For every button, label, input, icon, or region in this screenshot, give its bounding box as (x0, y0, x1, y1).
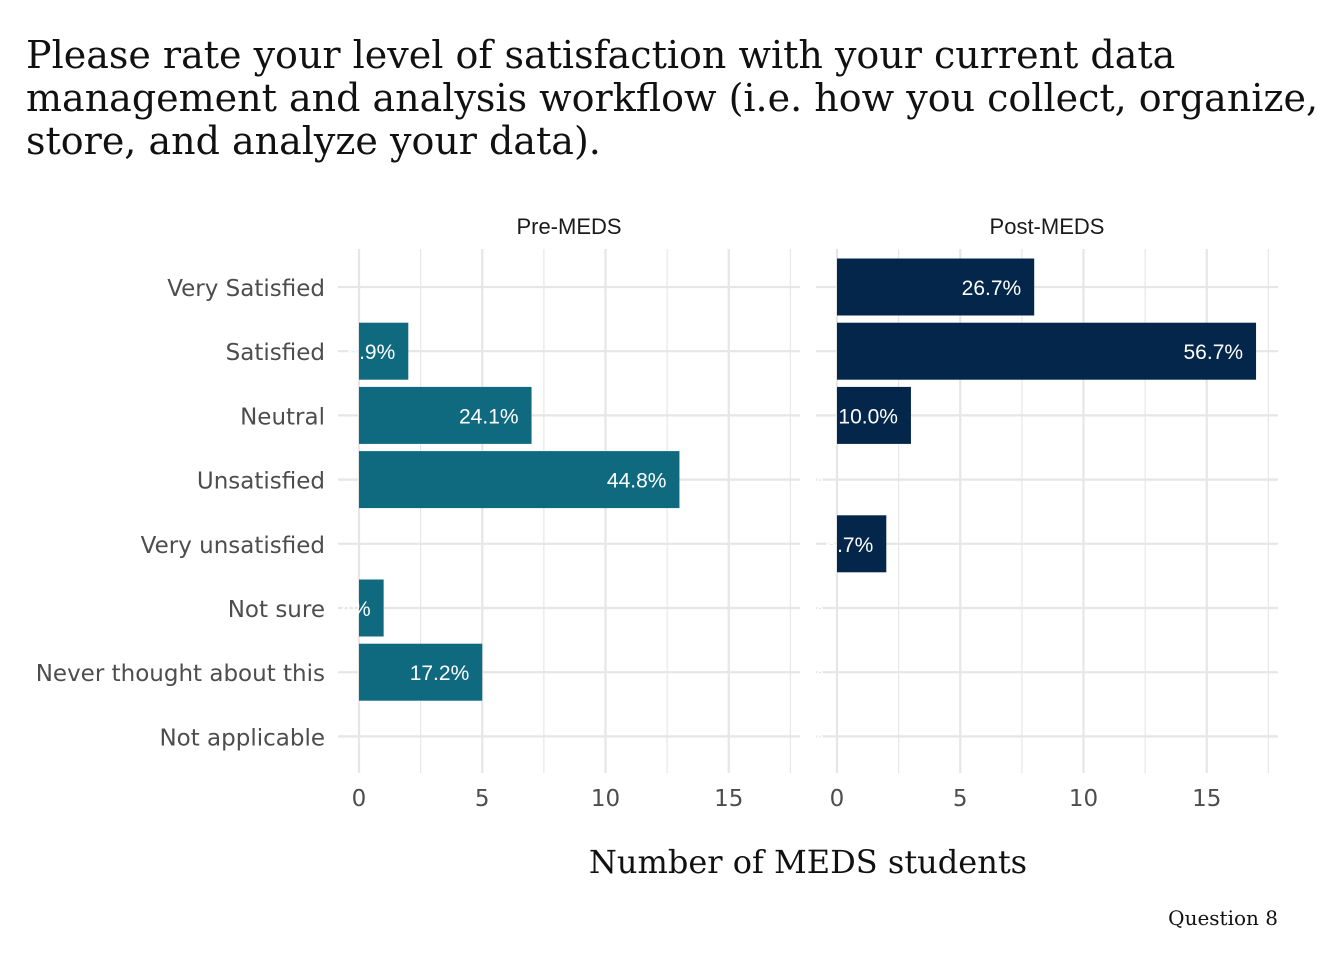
category-label: Very unsatisfied (141, 533, 325, 559)
bar (359, 322, 409, 380)
bar-value-label: 44.8% (607, 470, 667, 493)
x-tick-label: 0 (830, 786, 845, 812)
panel-title: Pre-MEDS (516, 214, 621, 239)
x-tick-label: 0 (352, 786, 367, 812)
panel-title: Post-MEDS (990, 214, 1105, 239)
category-label: Neutral (240, 404, 325, 430)
category-label: Not sure (228, 597, 325, 623)
chart-caption: Question 8 (1168, 906, 1278, 930)
bar-value-label: 0.0% (776, 726, 824, 749)
bar (359, 386, 532, 444)
x-axis-title: Number of MEDS students (588, 843, 1028, 881)
bar-value-label: 24.1% (459, 405, 519, 428)
bar-value-label: 3.4% (323, 598, 371, 621)
x-tick-label: 5 (953, 786, 968, 812)
bar (359, 643, 483, 701)
bar (837, 258, 1035, 316)
bar (837, 322, 1257, 380)
bar-value-label: 10.0% (838, 405, 898, 428)
x-tick-label: 15 (714, 786, 743, 812)
category-label: Satisfied (226, 340, 325, 366)
bar-value-label: 17.2% (410, 662, 470, 685)
bar-value-label: 6.7% (825, 534, 873, 557)
bar (837, 515, 887, 573)
chart-title: Please rate your level of satisfaction w… (26, 33, 1319, 163)
x-tick-label: 5 (475, 786, 490, 812)
x-tick-label: 10 (1069, 786, 1098, 812)
bar (359, 579, 384, 637)
bar (837, 386, 911, 444)
category-label: Never thought about this (36, 661, 325, 687)
bar-value-label: 26.7% (962, 277, 1022, 300)
category-label: Not applicable (159, 725, 325, 751)
bar (359, 451, 680, 509)
category-label: Very Satisfied (167, 276, 325, 302)
x-tick-label: 10 (591, 786, 620, 812)
bar-value-label: 0.0% (776, 598, 824, 621)
bar-value-label: 56.7% (1184, 341, 1244, 364)
category-label: Unsatisfied (197, 469, 325, 495)
bar-value-label: 6.9% (347, 341, 395, 364)
x-tick-label: 15 (1192, 786, 1221, 812)
bar-value-label: 0.0% (776, 470, 824, 493)
bar-value-label: 0.0% (776, 662, 824, 685)
